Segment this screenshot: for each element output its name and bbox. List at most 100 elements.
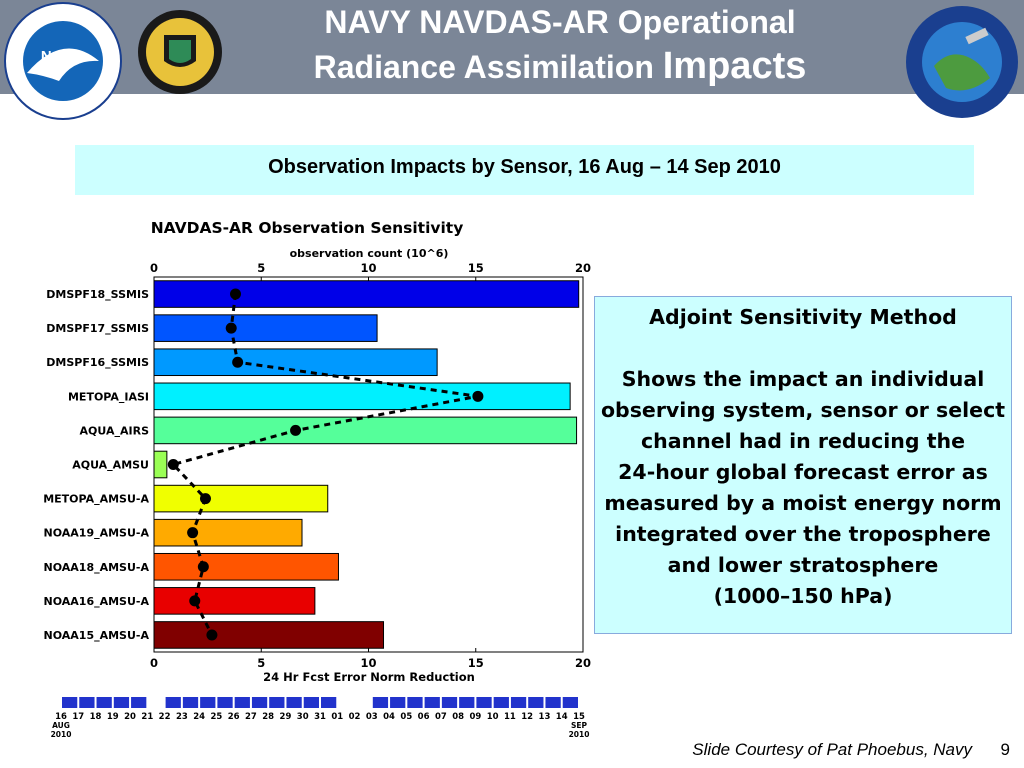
timeline-date: 11	[504, 712, 516, 722]
timeline-date: 17	[72, 712, 84, 722]
timeline-date: 27	[245, 712, 257, 722]
timeline-date: 02	[349, 712, 361, 722]
timeline-bar	[234, 697, 250, 708]
timeline-start-label: AUG	[52, 721, 70, 730]
category-label: DMSPF18_SSMIS	[46, 288, 149, 301]
timeline-bar	[321, 697, 337, 708]
category-label: METOPA_AMSU-A	[43, 493, 149, 506]
bar	[153, 484, 329, 513]
svg-text:NOAA: NOAA	[41, 48, 85, 65]
timeline-bar	[528, 697, 544, 708]
noaa-logo: NOAA	[4, 2, 122, 120]
timeline-bar	[510, 697, 527, 708]
top-tick-label: 0	[150, 261, 158, 275]
subtitle-box: Observation Impacts by Sensor, 16 Aug – …	[75, 145, 974, 195]
category-label: METOPA_IASI	[68, 390, 149, 403]
timeline-date: 06	[418, 712, 430, 722]
bar	[153, 621, 385, 649]
bar	[153, 552, 339, 581]
observation-count-point	[225, 322, 237, 334]
bar	[153, 416, 578, 445]
timeline-date: 01	[331, 712, 343, 722]
side-panel-text: Adjoint Sensitivity Method Shows the imp…	[596, 302, 1010, 612]
observation-count-point	[189, 595, 201, 607]
category-label: NOAA18_AMSU-A	[44, 561, 150, 574]
top-tick-label: 20	[575, 261, 591, 275]
timeline-bar	[372, 697, 389, 708]
plot-frame	[153, 276, 584, 653]
timeline-date: 20	[124, 712, 136, 722]
category-label: NOAA16_AMSU-A	[44, 595, 150, 608]
timeline-date: 18	[90, 712, 102, 722]
timeline-date: 14	[556, 712, 568, 722]
category-label: AQUA_AIRS	[80, 424, 150, 437]
x-axis-label: 24 Hr Fcst Error Norm Reduction	[263, 670, 475, 684]
timeline-date: 28	[262, 712, 274, 722]
timeline-date: 13	[539, 712, 551, 722]
page-number: 9	[1000, 740, 1010, 759]
bottom-tick-label: 20	[575, 656, 591, 670]
timeline-end-label: SEP	[571, 721, 588, 730]
title-line-2b: Impacts	[662, 45, 807, 87]
category-label: DMSPF16_SSMIS	[46, 356, 149, 369]
timeline-date: 31	[314, 712, 326, 722]
timeline-bar	[165, 697, 181, 708]
timeline-date: 16	[55, 712, 67, 722]
top-tick-label: 15	[468, 261, 484, 275]
chart-title: NAVDAS-AR Observation Sensitivity	[151, 219, 464, 237]
timeline-bar	[217, 697, 233, 708]
timeline-start-label: 2010	[51, 730, 72, 739]
top-axis-label: observation count (10^6)	[290, 247, 449, 260]
title-line-1: NAVY NAVDAS-AR Operational	[324, 4, 796, 40]
timeline-bar	[96, 697, 112, 708]
bottom-tick-label: 10	[360, 656, 376, 670]
timeline-date: 03	[366, 712, 378, 722]
bottom-tick-label: 15	[468, 656, 484, 670]
footer-credit: Slide Courtesy of Pat Phoebus, Navy	[692, 740, 972, 759]
observation-count-point	[197, 561, 209, 573]
timeline-date: 07	[435, 712, 447, 722]
bar	[153, 348, 438, 377]
observation-count-point	[206, 629, 218, 641]
sensitivity-chart: NAVDAS-AR Observation Sensitivity observa…	[43, 219, 591, 739]
category-label: NOAA15_AMSU-A	[44, 629, 150, 642]
bar	[153, 382, 571, 411]
top-tick-label: 5	[257, 261, 265, 275]
side-panel-heading: Adjoint Sensitivity Method	[649, 305, 957, 329]
category-label: NOAA19_AMSU-A	[44, 527, 150, 540]
timeline-bar	[545, 697, 561, 708]
timeline-bar	[251, 697, 268, 708]
timeline-date: 05	[400, 712, 412, 722]
timeline-date: 21	[141, 712, 153, 722]
page-title: NAVY NAVDAS-AR Operational Radiance Assi…	[200, 0, 920, 89]
timeline-date: 26	[228, 712, 240, 722]
bar	[153, 280, 580, 308]
bottom-tick-label: 0	[150, 656, 158, 670]
bar	[153, 518, 303, 547]
timeline-bar	[441, 697, 458, 708]
category-label: DMSPF17_SSMIS	[46, 322, 149, 335]
side-panel	[594, 296, 1012, 634]
timeline-date: 10	[487, 712, 499, 722]
timeline-bar	[182, 697, 199, 708]
timeline-bar	[476, 697, 492, 708]
naval-research-laboratory-logo	[138, 10, 222, 94]
timeline-date: 12	[521, 712, 533, 722]
timeline-date: 25	[210, 712, 222, 722]
timeline-bar	[131, 697, 147, 708]
timeline-date: 30	[297, 712, 309, 722]
timeline-bar	[424, 697, 440, 708]
observation-count-point	[199, 493, 211, 505]
timeline-date: 22	[159, 712, 171, 722]
top-tick-label: 10	[360, 261, 376, 275]
timeline-bar	[200, 697, 216, 708]
timeline-date: 15	[573, 712, 585, 722]
timeline-bar	[390, 697, 406, 708]
timeline-date: 08	[452, 712, 464, 722]
bottom-tick-label: 5	[257, 656, 265, 670]
timeline-bar	[62, 697, 78, 708]
timeline-bar	[407, 697, 423, 708]
timeline-bar	[459, 697, 475, 708]
observation-count-point	[232, 356, 244, 368]
timeline-date: 19	[107, 712, 119, 722]
